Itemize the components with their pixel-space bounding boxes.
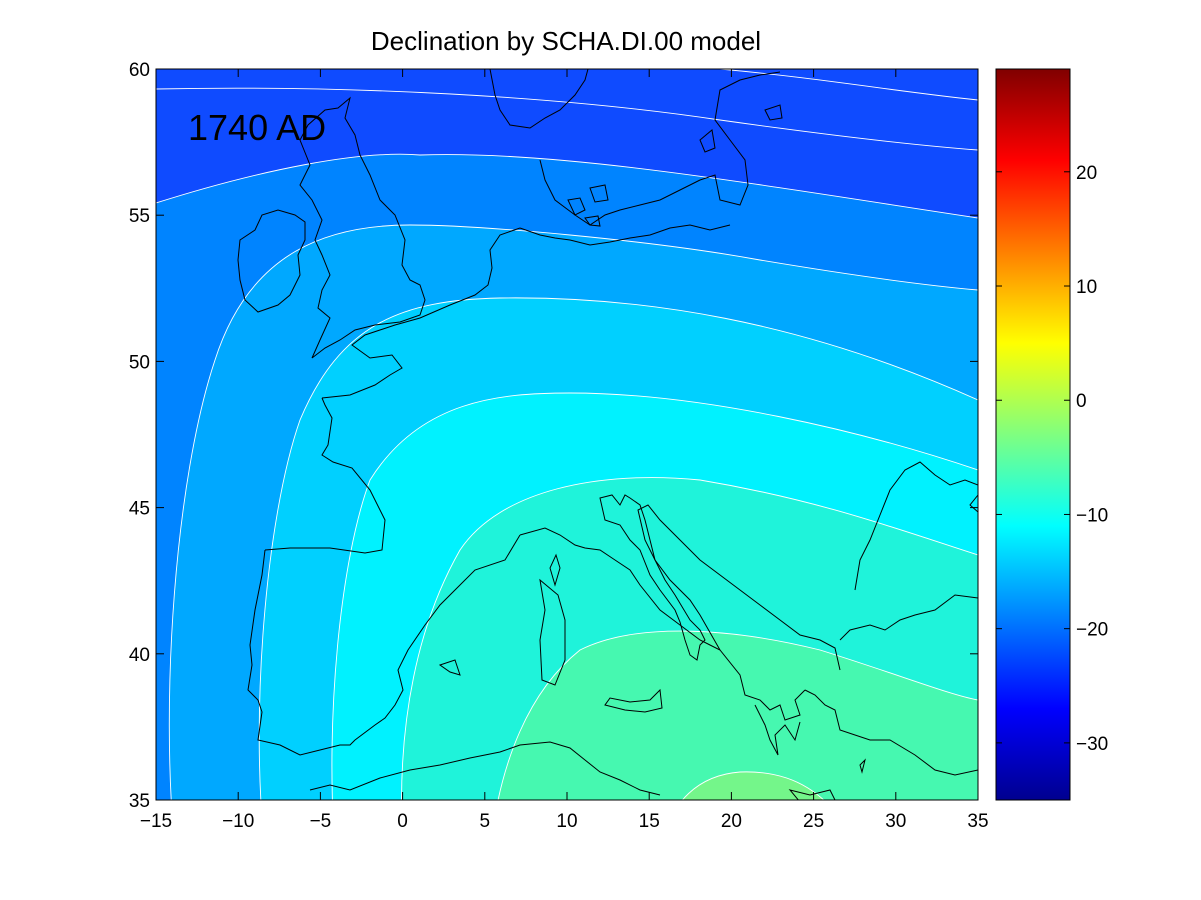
contour-line	[258, 297, 978, 800]
contour-line	[681, 771, 825, 800]
coastline-western-med	[519, 527, 806, 721]
coastline-ireland	[237, 209, 306, 313]
coastline-balkans	[804, 689, 978, 776]
coastline-baltic-islands	[567, 104, 783, 227]
x-tick-label: 15	[639, 811, 660, 832]
y-tick-label: 60	[129, 60, 150, 81]
x-tick-label: 0	[397, 811, 408, 832]
y-tick-label: 45	[129, 499, 150, 520]
y-tick-label: 55	[129, 206, 150, 227]
colorbar-axis: 20 10 0 −10 −20 −30	[996, 163, 1108, 755]
colorbar-tick-label: 20	[1076, 163, 1097, 184]
y-tick-label: 40	[129, 645, 150, 666]
coastline-balearics	[438, 659, 461, 676]
colorbar-tick-label: 0	[1076, 391, 1087, 412]
x-tick-label: 20	[721, 811, 742, 832]
x-tick-label: 25	[803, 811, 824, 832]
coastline-scandinavia	[489, 69, 781, 226]
contour-line	[497, 630, 978, 800]
x-tick-label: −10	[222, 811, 254, 832]
coastline-crete-cyprus	[788, 758, 866, 800]
contour-line	[401, 477, 978, 800]
coastline-adriatic-east	[637, 504, 841, 671]
contour-line	[156, 153, 978, 219]
x-tick-label: 5	[480, 811, 491, 832]
coastline-sardinia-corsica	[539, 553, 566, 686]
coastline-germany-north	[519, 224, 731, 246]
y-axis: 35 40 45 50 55 60	[129, 60, 978, 812]
band-7	[498, 631, 978, 800]
coastline-black-sea	[854, 461, 978, 591]
map-plot-area	[156, 69, 978, 800]
coastline-north-africa	[309, 741, 661, 796]
x-tick-label: −15	[140, 811, 172, 832]
epoch-label: 1740 AD	[188, 107, 326, 148]
x-tick-label: −5	[310, 811, 332, 832]
y-tick-label: 50	[129, 352, 150, 373]
colorbar-tick-label: −10	[1076, 505, 1108, 526]
coastline-italy	[599, 494, 706, 661]
x-tick-label: 35	[967, 811, 988, 832]
colorbar	[995, 68, 1071, 801]
contour-line	[156, 87, 978, 151]
coastlines	[237, 69, 978, 800]
colorbar-tick-label: 10	[1076, 277, 1097, 298]
coastline-sicily	[604, 688, 663, 713]
coastline-france-lowlands	[321, 227, 521, 399]
x-tick-label: 10	[556, 811, 577, 832]
contour-line	[331, 392, 978, 800]
chart-title: Declination by SCHA.DI.00 model	[371, 26, 761, 56]
colorbar-tick-label: −30	[1076, 734, 1108, 755]
x-axis: −15 −10 −5 0 5 10 15 20 25 30 35	[140, 69, 989, 832]
coastline-aegean-north	[839, 594, 978, 641]
contour-line	[168, 224, 978, 800]
x-tick-label: 30	[885, 811, 906, 832]
colorbar-tick-label: −20	[1076, 620, 1108, 641]
coastline-iberia	[247, 397, 521, 756]
y-tick-label: 35	[129, 791, 150, 812]
coastline-britain	[299, 96, 426, 359]
contour-line	[719, 69, 978, 101]
coastline-greece	[754, 704, 801, 756]
contour-lines	[156, 69, 978, 800]
